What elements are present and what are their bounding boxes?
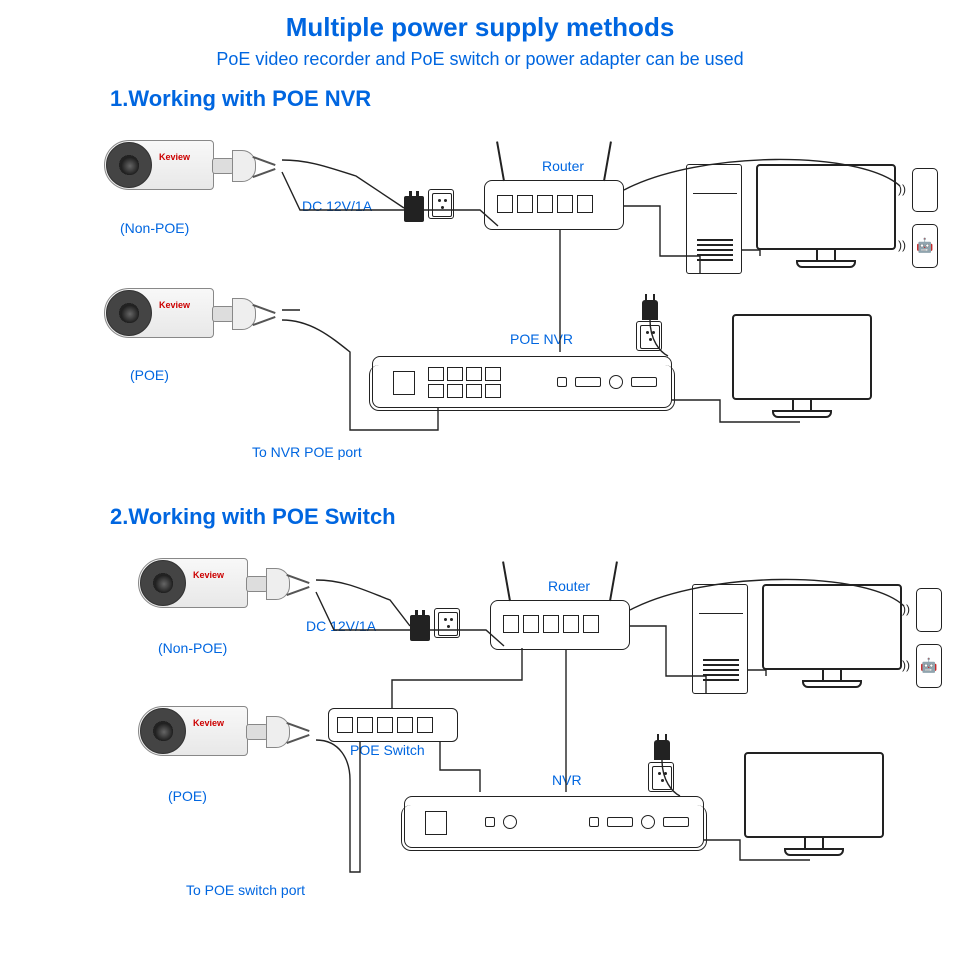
label-switch-2: POE Switch <box>350 742 425 758</box>
label-nvr-1: POE NVR <box>510 331 573 347</box>
label-dc-1: DC 12V/1A <box>302 198 372 214</box>
section1-title: 1.Working with POE NVR <box>110 86 371 112</box>
android-icon: 🤖 <box>913 237 937 254</box>
phone-android-2: 🤖 <box>916 644 942 688</box>
adapter-2 <box>410 615 430 641</box>
label-nonpoe-1: (Non-POE) <box>120 220 189 236</box>
camera-nonpoe-2: Keview <box>138 548 308 638</box>
label-dc-2: DC 12V/1A <box>306 618 376 634</box>
outlet-2b <box>648 762 674 792</box>
label-nvr-2: NVR <box>552 772 582 788</box>
phone-apple-2 <box>916 588 942 632</box>
camera-poe-2: Keview <box>138 696 308 786</box>
monitor-1b <box>732 314 872 424</box>
label-poe-1: (POE) <box>130 367 169 383</box>
wifi-icon: )) <box>898 238 906 252</box>
monitor-2a <box>762 584 902 694</box>
plug-1 <box>642 300 658 320</box>
pc-tower-1 <box>686 164 742 274</box>
poe-nvr <box>372 356 672 408</box>
camera-nonpoe-1: Keview <box>104 130 274 220</box>
camera-poe-1: Keview <box>104 278 274 368</box>
section2-title: 2.Working with POE Switch <box>110 504 396 530</box>
wifi-icon: )) <box>902 658 910 672</box>
wifi-icon: )) <box>898 182 906 196</box>
phone-android-1: 🤖 <box>912 224 938 268</box>
wifi-icon: )) <box>902 602 910 616</box>
label-poe-2: (POE) <box>168 788 207 804</box>
phone-apple-1 <box>912 168 938 212</box>
plug-2 <box>654 740 670 760</box>
label-router-1: Router <box>542 158 584 174</box>
page-title: Multiple power supply methods <box>0 0 960 43</box>
outlet-2a <box>434 608 460 638</box>
page-subtitle: PoE video recorder and PoE switch or pow… <box>0 49 960 70</box>
adapter-1 <box>404 196 424 222</box>
router-1 <box>484 180 624 230</box>
pc-tower-2 <box>692 584 748 694</box>
poe-switch <box>328 708 458 742</box>
label-tonvr-1: To NVR POE port <box>252 444 362 460</box>
label-toswitch-2: To POE switch port <box>186 882 305 898</box>
outlet-1b <box>636 321 662 351</box>
monitor-2b <box>744 752 884 862</box>
label-nonpoe-2: (Non-POE) <box>158 640 227 656</box>
android-icon: 🤖 <box>917 657 941 674</box>
monitor-1a <box>756 164 896 274</box>
router-2 <box>490 600 630 650</box>
outlet-1a <box>428 189 454 219</box>
nvr <box>404 796 704 848</box>
label-router-2: Router <box>548 578 590 594</box>
